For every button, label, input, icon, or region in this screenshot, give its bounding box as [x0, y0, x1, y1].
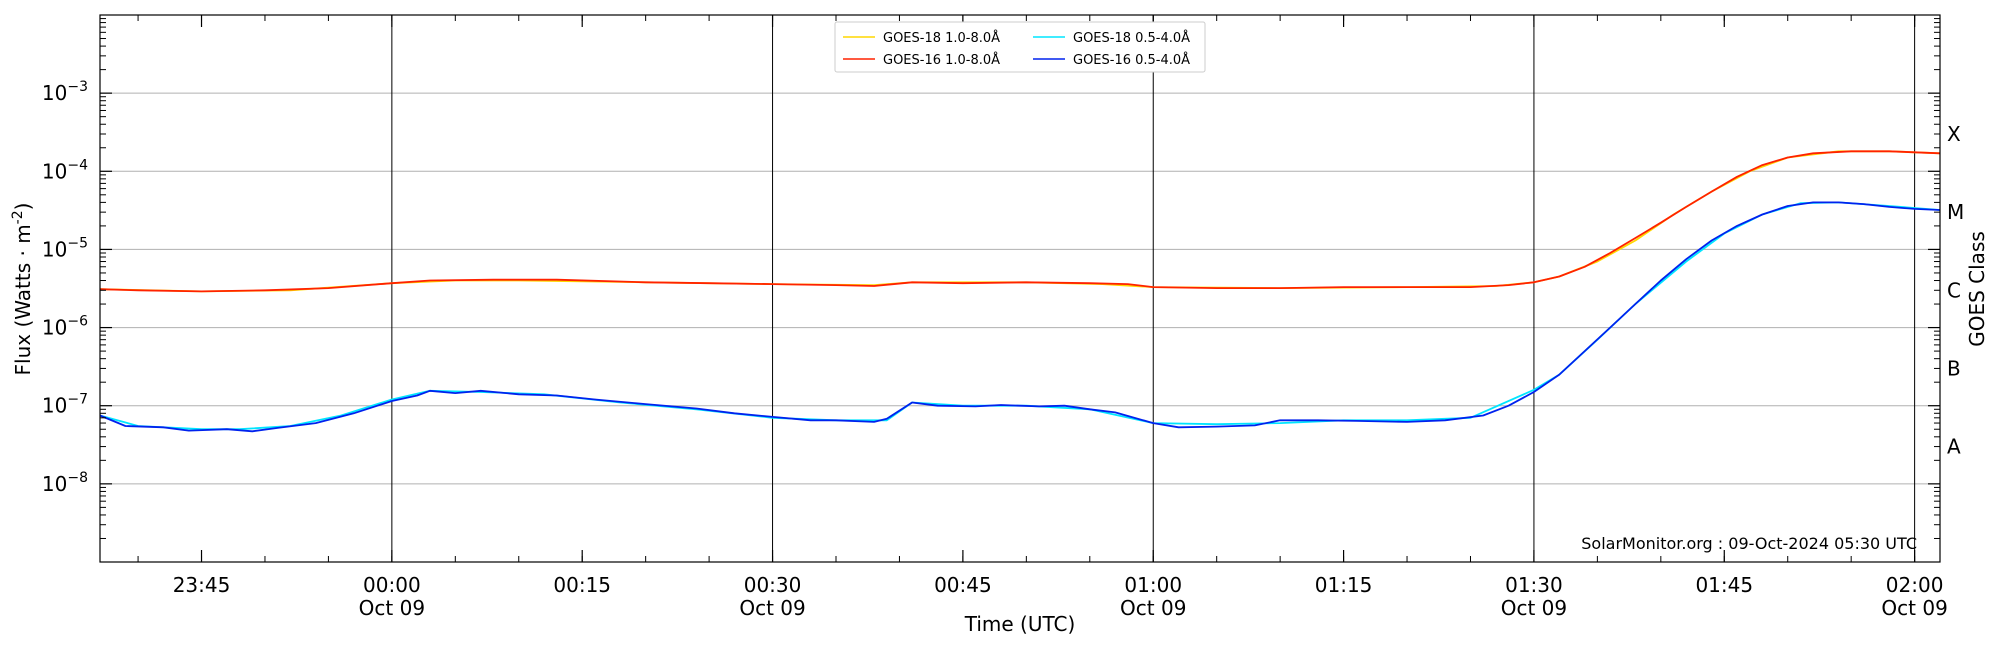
x-tick-label: 01:15 — [1315, 573, 1373, 597]
goes-class-label: A — [1947, 435, 1961, 459]
x-tick-date-label: Oct 09 — [1881, 596, 1947, 620]
legend-label: GOES-18 1.0-8.0Å — [883, 30, 1000, 46]
x-tick-date-label: Oct 09 — [739, 596, 805, 620]
series-line — [99, 201, 1941, 433]
plot-frame — [99, 14, 1941, 563]
x-tick-label: 01:45 — [1695, 573, 1753, 597]
y-tick-label: 10−8 — [42, 470, 88, 496]
watermark: SolarMonitor.org : 09-Oct-2024 05:30 UTC — [1581, 534, 1917, 553]
y-axis-title-exponent: -2 — [10, 210, 26, 224]
y-axis-title-text: Flux (Watts · m — [11, 224, 35, 375]
legend-label: GOES-16 0.5-4.0Å — [1073, 52, 1190, 68]
x-axis-title: Time (UTC) — [964, 612, 1076, 636]
legend-label: GOES-16 1.0-8.0Å — [883, 52, 1000, 68]
x-tick-date-label: Oct 09 — [359, 596, 425, 620]
series-line — [99, 201, 1941, 431]
y-tick-label: 10−5 — [42, 235, 88, 261]
y-axis-title-suffix: ) — [11, 203, 35, 211]
x-tick-label: 00:45 — [934, 573, 992, 597]
secondary-y-axis-title: GOES Class — [1965, 231, 1989, 347]
grid — [100, 15, 1940, 562]
goes-class-label: C — [1947, 278, 1961, 302]
x-tick-label: 01:00 — [1124, 573, 1182, 597]
y-tick-label: 10−7 — [42, 392, 88, 418]
x-tick-label: 02:00 — [1886, 573, 1944, 597]
y-tick-label: 10−6 — [42, 314, 88, 340]
goes-class-label: B — [1947, 356, 1961, 380]
y-axis-title: Flux (Watts · m-2) — [10, 203, 35, 376]
goes-class-label: M — [1947, 200, 1964, 224]
legend-label: GOES-18 0.5-4.0Å — [1073, 30, 1190, 46]
x-tick-label: 01:30 — [1505, 573, 1563, 597]
x-tick-date-label: Oct 09 — [1501, 596, 1567, 620]
legend-box — [834, 21, 1206, 73]
y-tick-label: 10−3 — [42, 79, 88, 105]
series-line — [99, 150, 1941, 293]
x-tick-label: 23:45 — [173, 573, 231, 597]
goes-class-label: X — [1947, 122, 1961, 146]
series-lines — [99, 150, 1941, 433]
y-tick-label: 10−4 — [42, 157, 88, 183]
x-tick-label: 00:00 — [363, 573, 421, 597]
legend: GOES-18 1.0-8.0Å GOES-16 1.0-8.0Å GOES-18 … — [834, 21, 1206, 73]
x-tick-date-label: Oct 09 — [1120, 596, 1186, 620]
x-tick-label: 00:30 — [744, 573, 802, 597]
x-tick-label: 00:15 — [553, 573, 611, 597]
